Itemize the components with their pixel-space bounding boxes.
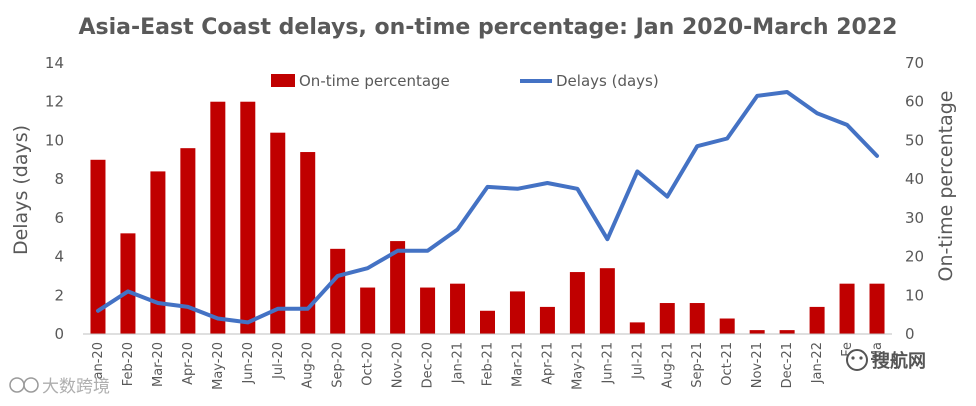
bar-on-time-feb-21 <box>480 310 495 334</box>
y-left-tick-label: 6 <box>54 209 64 227</box>
x-tick-label: an-20 <box>91 342 106 379</box>
y-left-tick-label: 8 <box>54 170 64 188</box>
bar-on-time-apr-21 <box>539 306 555 334</box>
x-tick-label: Jun-21 <box>600 342 615 385</box>
bar-on-time-apr-20 <box>180 148 196 334</box>
y-axis-left-title: Delays (days) <box>10 125 32 255</box>
x-tick-label: Jun-20 <box>241 342 256 385</box>
legend: On-time percentage Delays (days) <box>271 72 659 90</box>
watermark-left-text: 大数跨境 <box>42 377 110 397</box>
x-tick-label: Mar-21 <box>510 342 525 387</box>
bar-on-time-jan-20 <box>90 159 106 334</box>
y-left-tick-label: 4 <box>54 248 64 266</box>
wechat-icon-eye-right <box>859 356 863 360</box>
bar-on-time-mar-21 <box>509 291 525 334</box>
bar-on-time-jun-21 <box>599 268 615 334</box>
legend-label-delays: Delays (days) <box>556 72 659 90</box>
x-tick-label: Jul-20 <box>271 342 286 380</box>
x-tick-label: Jan-22 <box>810 342 825 384</box>
wechat-icon <box>846 349 868 371</box>
bar-on-time-jul-21 <box>629 322 645 334</box>
y-left-tick-label: 14 <box>45 54 64 72</box>
x-tick-label: Nov-21 <box>750 342 765 388</box>
x-tick-label: Jan-21 <box>451 342 466 384</box>
x-tick-label: Dec-21 <box>780 342 795 388</box>
y-axis-right-ticks: 0 10 20 30 40 50 60 70 <box>905 54 924 343</box>
bar-on-time-dec-20 <box>420 287 436 334</box>
bar-on-time-may-21 <box>569 272 585 334</box>
bar-on-time-mar-20 <box>150 171 166 334</box>
y-right-tick-label: 70 <box>905 54 924 72</box>
x-tick-label: Jul-21 <box>630 342 645 380</box>
x-tick-label: Feb-20 <box>121 342 136 386</box>
x-tick-label: Aug-20 <box>301 342 316 389</box>
bar-on-time-oct-20 <box>360 287 376 334</box>
x-tick-label: Apr-21 <box>540 342 555 385</box>
x-tick-label: May-21 <box>570 342 585 390</box>
bar-on-time-aug-21 <box>659 303 675 334</box>
bar-on-time-jan-22 <box>809 306 825 334</box>
line-series-delays <box>96 90 879 325</box>
x-tick-label: Aug-21 <box>660 342 675 389</box>
y-right-tick-label: 20 <box>905 248 924 266</box>
x-tick-label: Sep-20 <box>331 342 346 388</box>
watermark-left: 大数跨境 <box>9 377 110 397</box>
watermark-logo-icon <box>9 377 25 393</box>
y-right-tick-label: 0 <box>905 325 915 343</box>
bar-on-time-feb-20 <box>120 233 136 334</box>
bar-on-time-mar-22 <box>869 283 885 334</box>
y-right-tick-label: 30 <box>905 209 924 227</box>
x-axis-category-labels: an-20 Feb-20 Mar-20 Apr-20 May-20 Jun-20 Jul-2… <box>91 342 885 390</box>
y-left-tick-label: 10 <box>45 131 64 149</box>
y-right-tick-label: 40 <box>905 170 924 188</box>
wechat-icon-eye-left <box>851 356 855 360</box>
x-tick-label: May-20 <box>211 342 226 390</box>
bar-on-time-aug-20 <box>300 152 316 334</box>
bar-on-time-sep-20 <box>330 248 346 334</box>
y-left-tick-label: 12 <box>45 93 64 111</box>
watermark-right: 搜航网 <box>846 349 926 372</box>
y-right-tick-label: 10 <box>905 286 924 304</box>
y-axis-right-title: On-time percentage <box>935 91 957 282</box>
bar-on-time-may-20 <box>210 101 226 334</box>
bar-on-time-dec-21 <box>779 330 795 334</box>
x-tick-label: Apr-20 <box>181 342 196 385</box>
legend-swatch-on-time <box>271 74 295 87</box>
y-axis-left-ticks: 0 2 4 6 8 10 12 14 <box>45 54 64 343</box>
bar-on-time-jul-20 <box>270 132 286 334</box>
x-tick-label: Oct-20 <box>361 342 376 386</box>
y-right-tick-label: 50 <box>905 131 924 149</box>
legend-label-on-time: On-time percentage <box>299 72 450 90</box>
bar-on-time-nov-21 <box>749 330 765 334</box>
x-tick-label: Dec-20 <box>421 342 436 388</box>
bar-on-time-jun-20 <box>240 101 256 334</box>
y-left-tick-label: 2 <box>54 286 64 304</box>
bar-on-time-feb-22 <box>839 283 855 334</box>
y-left-tick-label: 0 <box>54 325 64 343</box>
x-tick-label: Ma <box>870 342 885 361</box>
x-tick-label: Sep-21 <box>690 342 705 388</box>
y-right-tick-label: 60 <box>905 93 924 111</box>
chart-title: Asia-East Coast delays, on-time percenta… <box>79 15 898 40</box>
bar-on-time-oct-21 <box>719 318 735 334</box>
bar-series-on-time <box>90 101 885 334</box>
bar-on-time-jan-21 <box>450 283 466 334</box>
x-tick-label: Nov-20 <box>391 342 406 388</box>
x-tick-label: Feb-21 <box>481 342 496 386</box>
bar-on-time-sep-21 <box>689 303 705 334</box>
watermark-right-text: 搜航网 <box>872 350 926 372</box>
bar-on-time-nov-20 <box>390 241 406 334</box>
x-tick-label: Mar-20 <box>151 342 166 387</box>
watermark-logo-icon-2 <box>23 377 39 393</box>
x-tick-label: Oct-21 <box>720 342 735 386</box>
